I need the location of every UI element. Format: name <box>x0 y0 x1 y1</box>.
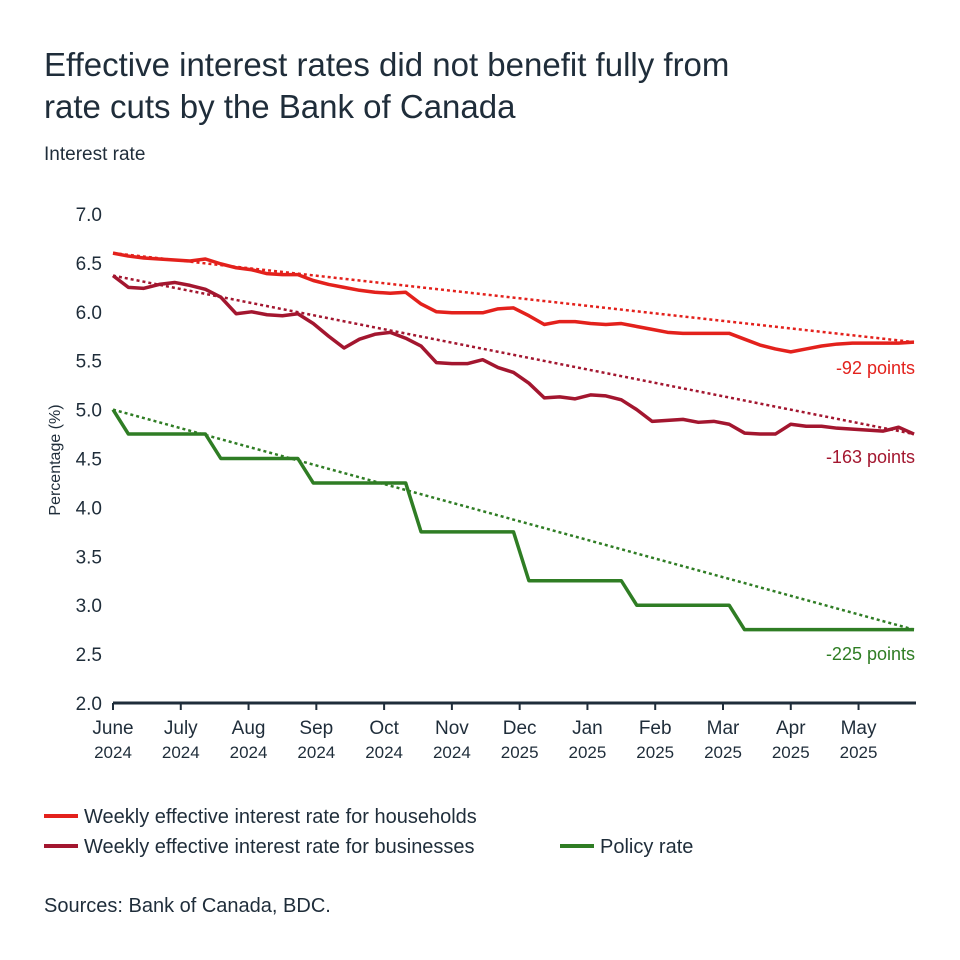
x-tick-label: 2024 <box>94 743 132 762</box>
trend-line <box>112 408 915 631</box>
y-tick-label: 3.5 <box>76 547 102 568</box>
x-tick-label: 2024 <box>297 743 335 762</box>
x-tick-label: Apr <box>776 718 806 739</box>
y-tick-label: 2.5 <box>76 645 102 666</box>
x-tick-label: July <box>164 718 198 739</box>
chart-title: rate cuts by the Bank of Canada <box>44 88 516 125</box>
y-tick-label: 4.0 <box>76 498 102 519</box>
chart-title: Effective interest rates did not benefit… <box>44 46 729 83</box>
y-tick-label: 6.0 <box>76 303 102 324</box>
annotation: -225 points <box>826 644 915 664</box>
x-tick-label: 2025 <box>636 743 674 762</box>
x-tick-label: 2024 <box>162 743 200 762</box>
y-tick-label: 5.0 <box>76 401 102 422</box>
legend-label: Weekly effective interest rate for house… <box>84 806 477 828</box>
x-tick-label: May <box>841 718 877 739</box>
y-tick-label: 7.0 <box>76 205 102 226</box>
y-tick-label: 4.5 <box>76 450 102 471</box>
series-line <box>111 274 915 436</box>
x-tick-label: Feb <box>639 718 672 739</box>
x-tick-label: Jan <box>572 718 603 739</box>
y-tick-label: 5.5 <box>76 352 102 373</box>
x-tick-label: 2025 <box>704 743 742 762</box>
x-tick-label: 2024 <box>365 743 403 762</box>
series-line <box>112 251 915 354</box>
y-tick-label: 2.0 <box>76 694 102 715</box>
annotation: -163 points <box>826 447 915 467</box>
y-axis-label: Percentage (%) <box>47 404 64 515</box>
x-tick-label: June <box>92 718 133 739</box>
y-tick-label: 6.5 <box>76 254 102 275</box>
x-tick-label: Dec <box>503 718 537 739</box>
source: Sources: Bank of Canada, BDC. <box>44 895 331 917</box>
trend-line <box>112 274 915 436</box>
legend-label: Weekly effective interest rate for busin… <box>84 836 475 858</box>
y-tick-label: 3.0 <box>76 596 102 617</box>
x-tick-label: 2024 <box>433 743 471 762</box>
x-tick-label: 2024 <box>230 743 268 762</box>
series-line <box>111 408 914 632</box>
x-tick-label: 2025 <box>772 743 810 762</box>
x-tick-label: Oct <box>369 718 399 739</box>
x-tick-label: Mar <box>707 718 740 739</box>
legend-label: Policy rate <box>600 836 693 858</box>
x-tick-label: 2025 <box>840 743 878 762</box>
x-tick-label: Sep <box>299 718 333 739</box>
x-tick-label: 2025 <box>501 743 539 762</box>
x-tick-label: Nov <box>435 718 469 739</box>
chart-subtitle: Interest rate <box>44 144 145 165</box>
x-tick-label: 2025 <box>569 743 607 762</box>
annotation: -92 points <box>836 358 915 378</box>
x-tick-label: Aug <box>232 718 266 739</box>
